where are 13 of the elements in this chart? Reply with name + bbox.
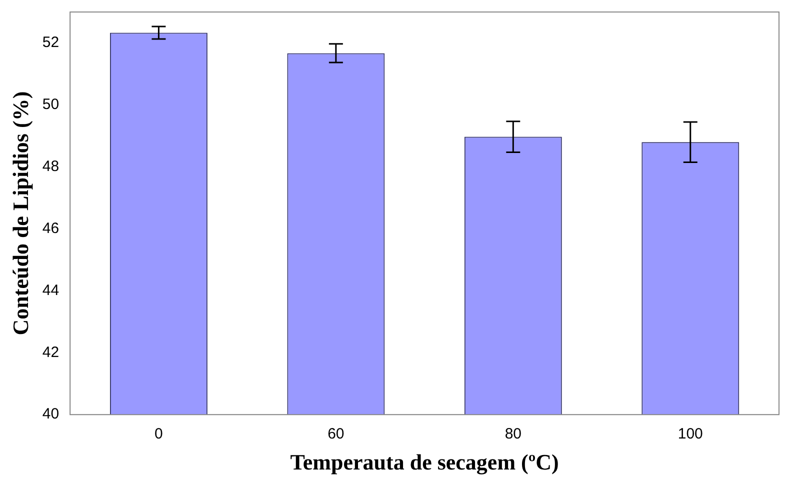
y-tick-label: 46 bbox=[42, 220, 60, 237]
x-tick-label: 100 bbox=[678, 426, 703, 443]
y-axis-title: Conteúdo de Lipidios (%) bbox=[8, 91, 33, 336]
y-tick-label: 40 bbox=[42, 406, 60, 423]
x-axis-title: Temperauta de secagem (ºC) bbox=[290, 449, 559, 474]
y-tick-label: 42 bbox=[42, 344, 60, 361]
x-tick-label: 0 bbox=[154, 426, 163, 443]
x-tick-label: 80 bbox=[504, 426, 522, 443]
y-tick-label: 52 bbox=[42, 34, 60, 52]
y-tick-label: 50 bbox=[42, 96, 60, 114]
y-tick-label: 44 bbox=[42, 282, 60, 299]
y-tick-label: 48 bbox=[42, 158, 60, 175]
x-tick-label: 60 bbox=[328, 426, 344, 443]
